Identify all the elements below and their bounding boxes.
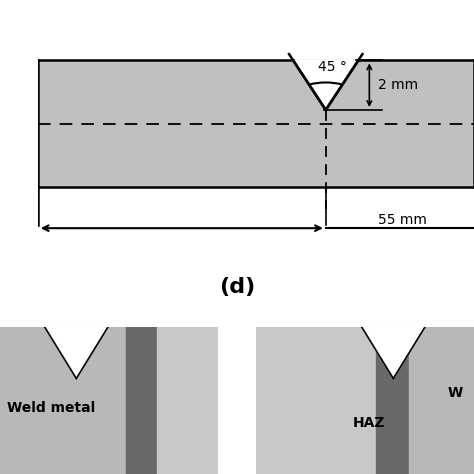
Text: HAZ: HAZ xyxy=(353,416,385,429)
Polygon shape xyxy=(45,327,108,378)
Text: 55 mm: 55 mm xyxy=(378,213,427,227)
Bar xyxy=(157,327,218,474)
Bar xyxy=(409,327,474,474)
Text: Weld metal: Weld metal xyxy=(7,401,95,415)
Bar xyxy=(38,61,474,187)
Bar xyxy=(127,327,157,474)
Text: 45 °: 45 ° xyxy=(318,60,346,74)
Polygon shape xyxy=(293,61,358,110)
Text: W: W xyxy=(448,386,463,400)
Polygon shape xyxy=(362,327,425,378)
Text: (d): (d) xyxy=(219,277,255,297)
Bar xyxy=(376,327,409,474)
Text: 2 mm: 2 mm xyxy=(378,78,418,92)
